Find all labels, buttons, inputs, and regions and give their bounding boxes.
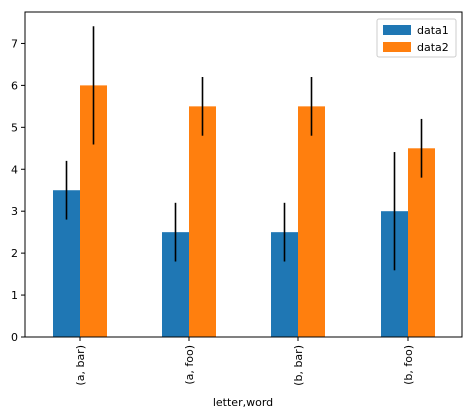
x-tick-label-1: (a, foo): [183, 345, 196, 385]
y-tick-label-1: 1: [11, 289, 18, 302]
plot-frame: [24, 11, 463, 338]
y-tick-label-0: 0: [11, 331, 18, 344]
y-tick-label-2: 2: [11, 247, 18, 260]
error-bars-layer: [65, 26, 423, 271]
legend-label-data2: data2: [417, 41, 449, 54]
bar-data2-1: [189, 106, 216, 338]
legend: data1 data2: [376, 18, 457, 58]
y-tick-label-6: 6: [11, 79, 18, 92]
x-axis-title: letter,word: [213, 396, 273, 409]
bars-layer: [53, 85, 435, 338]
legend-label-data1: data1: [417, 24, 449, 37]
y-axis: 0 1 2 3 4 5 6 7: [11, 37, 25, 344]
x-tick-label-0: (a, bar): [74, 345, 87, 386]
bar-data2-2: [298, 106, 325, 338]
legend-swatch-data1: [383, 25, 411, 35]
y-tick-label-7: 7: [11, 37, 18, 50]
x-tick-label-2: (b, bar): [292, 345, 305, 386]
x-axis: (a, bar) (a, foo) (b, bar) (b, foo): [74, 337, 415, 386]
y-tick-label-3: 3: [11, 205, 18, 218]
legend-swatch-data2: [383, 42, 411, 52]
y-tick-label-4: 4: [11, 163, 18, 176]
x-tick-label-3: (b, foo): [402, 345, 415, 385]
y-tick-label-5: 5: [11, 121, 18, 134]
bar-data2-3: [408, 148, 435, 337]
